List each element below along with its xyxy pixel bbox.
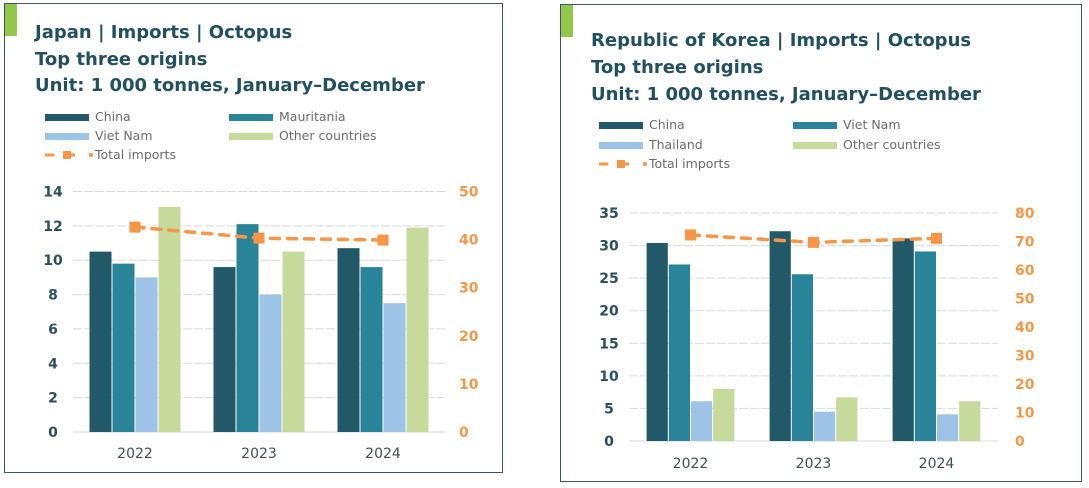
y-tick-label: 12 [43, 219, 62, 235]
legend-swatch [599, 122, 643, 129]
y-tick-label: 6 [48, 322, 58, 338]
legend-label: Total imports [95, 147, 176, 162]
bar-other-countries [282, 251, 305, 432]
y-tick-label: 0 [48, 425, 58, 441]
y2-tick-label: 80 [1015, 206, 1035, 222]
legend-label: Other countries [279, 128, 377, 143]
x-tick-label: 2022 [117, 446, 153, 462]
bar-china [769, 231, 791, 441]
bar-other-countries [713, 388, 735, 441]
bar-thailand [814, 411, 836, 441]
total-imports-marker [377, 234, 389, 246]
y2-tick-label: 50 [1015, 292, 1035, 308]
legend-swatch [229, 114, 273, 121]
y-tick-label: 8 [48, 288, 58, 304]
total-imports-marker [808, 236, 819, 248]
chart-plot-korea: 0 5 10 15 20 25 30 35 0 10 20 30 40 50 60 70 80 2022 2023 2… [599, 206, 1035, 472]
y-tick-label: 4 [48, 356, 58, 372]
legend-label: Mauritania [279, 109, 346, 124]
y-tick-label: 10 [43, 253, 63, 269]
y2-tick-label: 70 [1015, 235, 1035, 251]
bar-china [213, 267, 236, 432]
y2-tick-label: 10 [1015, 406, 1035, 422]
bar-mauritania [112, 263, 135, 432]
total-imports-marker [685, 229, 696, 241]
accent-bar [561, 5, 573, 37]
bar-mauritania [236, 224, 259, 432]
bar-mauritania [360, 267, 383, 432]
accent-bar [5, 4, 17, 36]
bar-other-countries [158, 206, 181, 432]
y2-tick-label: 0 [459, 425, 469, 441]
chart-panel-korea: Republic of Korea | Imports | Octopus To… [560, 4, 1082, 482]
legend-line-swatch [599, 160, 647, 168]
bar-china [89, 251, 112, 432]
chart-plot-japan: 0 2 4 6 8 10 12 14 0 10 20 30 40 50 2022 2023 2024 [43, 185, 479, 463]
bar-thailand [937, 414, 959, 441]
legend-label: China [649, 117, 685, 132]
bar-china [646, 242, 668, 441]
legend-label: Thailand [649, 137, 703, 152]
y2-tick-label: 0 [1015, 434, 1025, 450]
legend-line-swatch [45, 151, 93, 159]
legend-swatch [793, 142, 837, 149]
y-tick-label: 25 [599, 271, 618, 287]
bar-thailand [691, 401, 713, 441]
chart-subtitle: Top three origins [591, 57, 764, 78]
y2-tick-label: 20 [459, 329, 479, 345]
x-tick-label: 2023 [241, 446, 277, 462]
bar-viet-nam [668, 264, 690, 441]
bar-viet-nam [914, 251, 936, 441]
legend-swatch [45, 114, 89, 121]
y-tick-label: 20 [599, 304, 619, 320]
chart-subtitle: Top three origins [35, 49, 208, 70]
bar-viet-nam [135, 277, 158, 432]
bar-other-countries [406, 227, 429, 432]
y2-tick-label: 10 [459, 377, 479, 393]
y2-tick-label: 20 [1015, 377, 1035, 393]
y2-tick-label: 40 [1015, 320, 1035, 336]
y-tick-label: 10 [599, 369, 619, 385]
total-imports-marker [129, 221, 141, 233]
x-tick-label: 2022 [673, 456, 709, 472]
y2-tick-label: 60 [1015, 263, 1035, 279]
y2-tick-label: 50 [459, 185, 479, 201]
x-tick-label: 2023 [796, 456, 832, 472]
chart-unit: Unit: 1 000 tonnes, January–December [591, 84, 981, 105]
legend-swatch [599, 142, 643, 149]
x-tick-label: 2024 [365, 446, 401, 462]
bar-other-countries [836, 397, 858, 441]
y-tick-label: 15 [599, 336, 618, 352]
legend-swatch [229, 133, 273, 140]
bar-viet-nam [259, 294, 282, 432]
bar-china [892, 238, 914, 441]
x-tick-label: 2024 [919, 456, 955, 472]
y-tick-label: 30 [599, 239, 619, 255]
y-tick-label: 14 [43, 185, 63, 201]
chart-title: Japan | Imports | Octopus [35, 22, 293, 43]
chart-title: Republic of Korea | Imports | Octopus [591, 30, 972, 51]
bar-viet-nam [383, 303, 406, 432]
legend-label: Viet Nam [843, 117, 901, 132]
legend-label: Viet Nam [95, 128, 153, 143]
y2-tick-label: 30 [459, 281, 479, 297]
legend-swatch [45, 133, 89, 140]
chart-unit: Unit: 1 000 tonnes, January–December [35, 75, 425, 96]
chart-panel-japan: Japan | Imports | Octopus Top three orig… [4, 3, 503, 473]
bar-china [337, 248, 360, 432]
legend-swatch [793, 122, 837, 129]
legend-label: Other countries [843, 137, 941, 152]
bar-other-countries [959, 401, 981, 441]
legend-label: China [95, 109, 131, 124]
y-tick-label: 5 [604, 401, 614, 417]
total-imports-marker [253, 232, 265, 244]
y2-tick-label: 30 [1015, 349, 1035, 365]
y2-tick-label: 40 [459, 233, 479, 249]
bar-viet-nam [791, 274, 813, 441]
total-imports-marker [931, 232, 942, 244]
y-tick-label: 0 [604, 434, 614, 450]
y-tick-label: 2 [48, 391, 58, 407]
y-tick-label: 35 [599, 206, 618, 222]
legend-label: Total imports [649, 156, 730, 171]
